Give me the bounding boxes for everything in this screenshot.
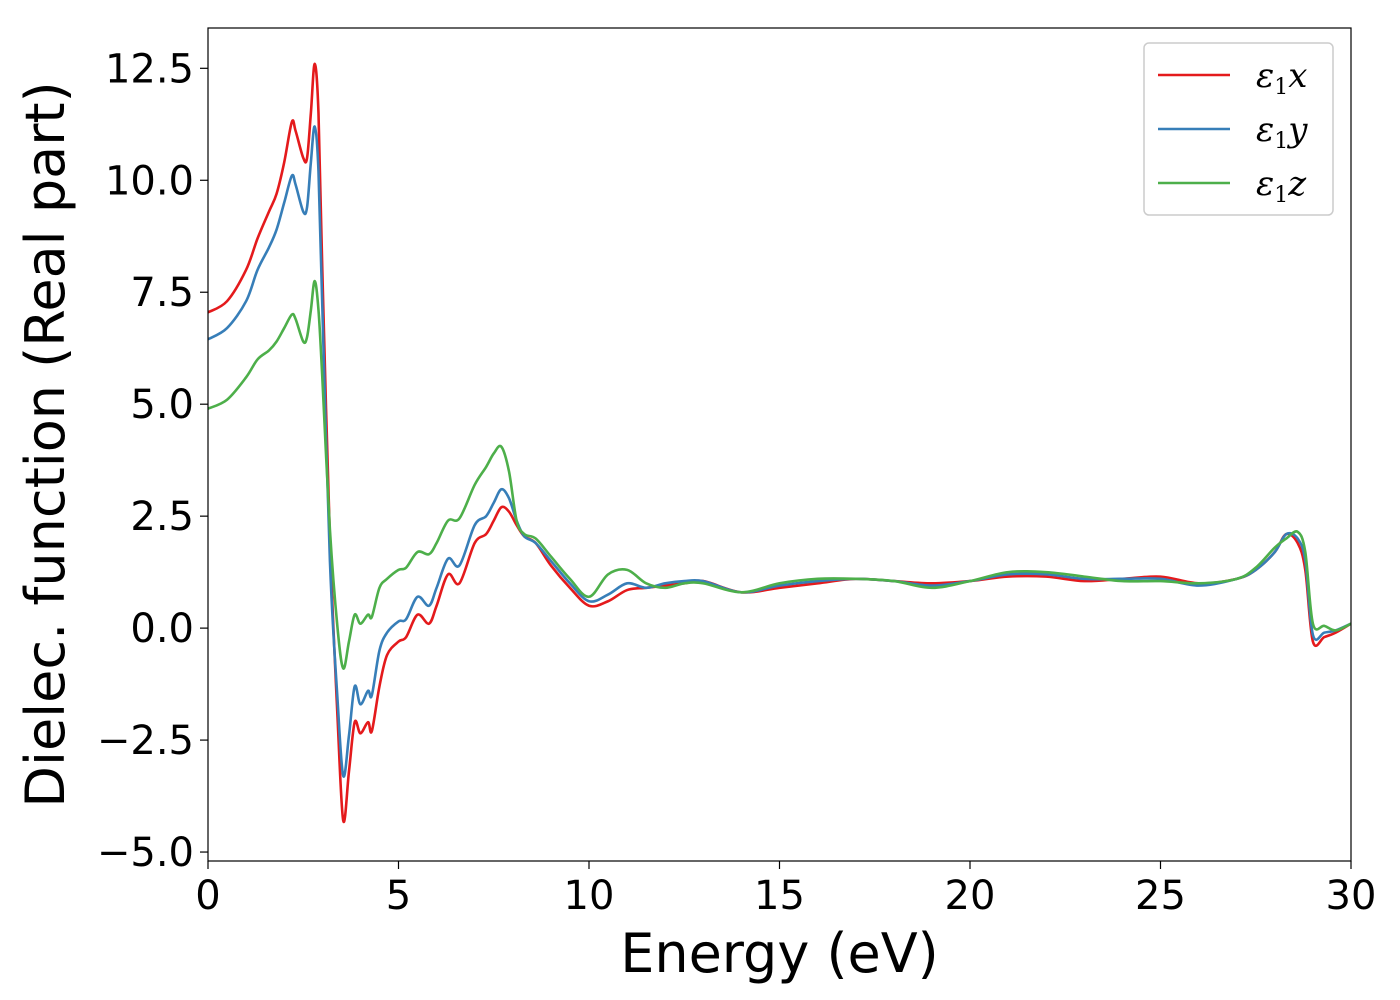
x-tick-label: 20 <box>945 873 996 919</box>
y-tick-label: 2.5 <box>130 494 194 540</box>
y-axis-title: Dielec. function (Real part) <box>14 81 77 807</box>
x-axis-title: Energy (eV) <box>620 922 939 985</box>
legend-box <box>1143 42 1334 216</box>
legend-label-y: ε1y <box>1256 110 1308 154</box>
x-axis-ticks: 0 5 10 15 20 25 30 <box>195 861 1376 919</box>
y-axis-ticks: −5.0 −2.5 0.0 2.5 5.0 7.5 10.0 12.5 <box>97 46 208 876</box>
y-tick-label: 12.5 <box>105 46 194 92</box>
y-tick-label: 0.0 <box>130 606 194 652</box>
x-tick-label: 30 <box>1326 873 1377 919</box>
legend-label-z: ε1z <box>1256 164 1307 208</box>
x-tick-label: 0 <box>195 873 220 919</box>
series-line-y <box>208 125 1351 778</box>
legend: ε1x ε1y ε1z <box>1143 42 1334 216</box>
legend-label-x: ε1x <box>1256 56 1307 100</box>
x-tick-label: 5 <box>386 873 411 919</box>
y-tick-label: −5.0 <box>97 830 194 876</box>
series-line-z <box>208 279 1351 670</box>
y-tick-label: 7.5 <box>130 270 194 316</box>
x-tick-label: 10 <box>564 873 615 919</box>
y-tick-label: 5.0 <box>130 382 194 428</box>
series-layer <box>208 62 1351 824</box>
y-tick-label: 10.0 <box>105 158 194 204</box>
x-tick-label: 25 <box>1135 873 1186 919</box>
x-tick-label: 15 <box>754 873 805 919</box>
y-tick-label: −2.5 <box>97 718 194 764</box>
